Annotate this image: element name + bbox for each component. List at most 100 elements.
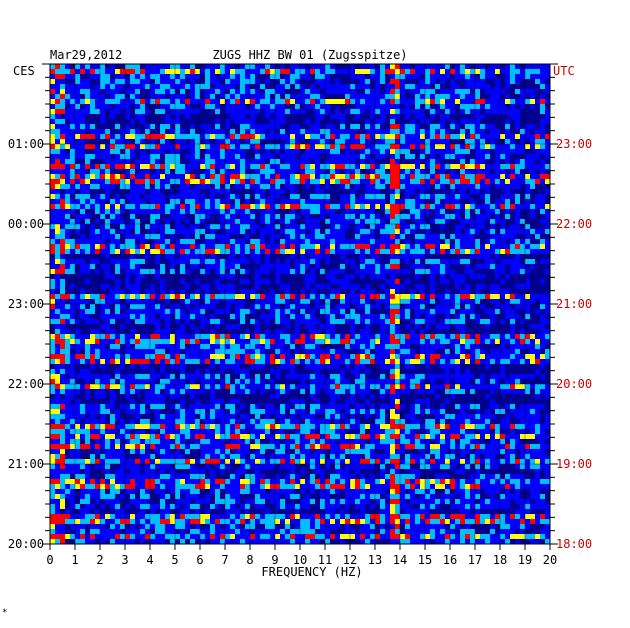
heatmap-cell bbox=[465, 154, 471, 160]
heatmap-cell bbox=[195, 139, 201, 145]
heatmap-cell bbox=[395, 289, 401, 295]
heatmap-cell bbox=[440, 229, 446, 235]
heatmap-cell bbox=[415, 149, 421, 155]
heatmap-cell bbox=[515, 264, 521, 270]
heatmap-cell bbox=[370, 279, 376, 285]
heatmap-cell bbox=[65, 264, 71, 270]
heatmap-cell bbox=[335, 139, 341, 145]
heatmap-cell bbox=[80, 209, 86, 215]
heatmap-cell bbox=[500, 109, 506, 115]
heatmap-cell bbox=[155, 229, 161, 235]
heatmap-cell bbox=[50, 244, 56, 250]
heatmap-cell bbox=[380, 84, 386, 90]
heatmap-cell bbox=[435, 294, 441, 300]
heatmap-cell bbox=[190, 284, 196, 290]
heatmap-cell bbox=[340, 74, 346, 80]
heatmap-cell bbox=[200, 129, 206, 135]
heatmap-cell bbox=[95, 179, 101, 185]
heatmap-cell bbox=[140, 219, 146, 225]
heatmap-cell bbox=[85, 279, 91, 285]
heatmap-cell bbox=[350, 79, 356, 85]
heatmap-cell bbox=[435, 84, 441, 90]
heatmap-cell bbox=[540, 279, 546, 285]
heatmap-cell bbox=[55, 229, 61, 235]
heatmap-cell bbox=[420, 229, 426, 235]
heatmap-cell bbox=[95, 289, 101, 295]
heatmap-cell bbox=[290, 134, 296, 140]
heatmap-cell bbox=[245, 304, 251, 310]
heatmap-cell bbox=[165, 164, 171, 170]
heatmap-cell bbox=[130, 309, 136, 315]
heatmap-cell bbox=[475, 194, 481, 200]
heatmap-cell bbox=[50, 199, 56, 205]
heatmap-cell bbox=[505, 224, 511, 230]
heatmap-cell bbox=[430, 174, 436, 180]
heatmap-cell bbox=[405, 299, 411, 305]
heatmap-cell bbox=[70, 139, 76, 145]
heatmap-cell bbox=[95, 219, 101, 225]
heatmap-cell bbox=[390, 129, 396, 135]
heatmap-cell bbox=[335, 304, 341, 310]
heatmap-cell bbox=[405, 289, 411, 295]
heatmap-cell bbox=[415, 114, 421, 120]
heatmap-cell bbox=[390, 309, 396, 315]
heatmap-cell bbox=[260, 244, 266, 250]
heatmap-cell bbox=[280, 89, 286, 95]
heatmap-cell bbox=[90, 204, 96, 210]
heatmap-cell bbox=[260, 249, 266, 255]
heatmap-cell bbox=[340, 259, 346, 265]
heatmap-cell bbox=[455, 134, 461, 140]
heatmap-cell bbox=[365, 164, 371, 170]
heatmap-cell bbox=[135, 284, 141, 290]
heatmap-cell bbox=[390, 89, 396, 95]
heatmap-cell bbox=[410, 159, 416, 165]
heatmap-cell bbox=[145, 124, 151, 130]
heatmap-cell bbox=[415, 64, 421, 70]
heatmap-cell bbox=[275, 94, 281, 100]
heatmap-cell bbox=[130, 79, 136, 85]
heatmap-cell bbox=[315, 99, 321, 105]
heatmap-cell bbox=[480, 309, 486, 315]
heatmap-cell bbox=[315, 264, 321, 270]
heatmap-cell bbox=[355, 84, 361, 90]
heatmap-cell bbox=[225, 209, 231, 215]
heatmap-cell bbox=[250, 119, 256, 125]
heatmap-cell bbox=[465, 284, 471, 290]
heatmap-cell bbox=[505, 164, 511, 170]
heatmap-cell bbox=[135, 79, 141, 85]
heatmap-cell bbox=[460, 209, 466, 215]
heatmap-cell bbox=[430, 124, 436, 130]
heatmap-cell bbox=[410, 189, 416, 195]
heatmap-cell bbox=[285, 184, 291, 190]
heatmap-cell bbox=[310, 89, 316, 95]
heatmap-cell bbox=[450, 114, 456, 120]
heatmap-cell bbox=[80, 84, 86, 90]
heatmap-cell bbox=[490, 274, 496, 280]
heatmap-cell bbox=[60, 119, 66, 125]
heatmap-cell bbox=[205, 244, 211, 250]
heatmap-cell bbox=[365, 309, 371, 315]
heatmap-cell bbox=[350, 149, 356, 155]
heatmap-cell bbox=[235, 179, 241, 185]
heatmap-cell bbox=[300, 294, 306, 300]
heatmap-cell bbox=[530, 234, 536, 240]
heatmap-cell bbox=[210, 219, 216, 225]
heatmap-cell bbox=[50, 239, 56, 245]
heatmap-cell bbox=[280, 169, 286, 175]
heatmap-cell bbox=[355, 309, 361, 315]
heatmap-cell bbox=[165, 94, 171, 100]
heatmap-cell bbox=[505, 279, 511, 285]
heatmap-cell bbox=[100, 294, 106, 300]
heatmap-cell bbox=[380, 309, 386, 315]
heatmap-cell bbox=[460, 299, 466, 305]
heatmap-cell bbox=[530, 229, 536, 235]
heatmap-cell bbox=[355, 129, 361, 135]
heatmap-cell bbox=[370, 204, 376, 210]
heatmap-cell bbox=[135, 289, 141, 295]
heatmap-cell bbox=[470, 134, 476, 140]
heatmap-cell bbox=[340, 124, 346, 130]
heatmap-cell bbox=[525, 124, 531, 130]
heatmap-cell bbox=[315, 309, 321, 315]
heatmap-cell bbox=[65, 109, 71, 115]
heatmap-cell bbox=[510, 174, 516, 180]
